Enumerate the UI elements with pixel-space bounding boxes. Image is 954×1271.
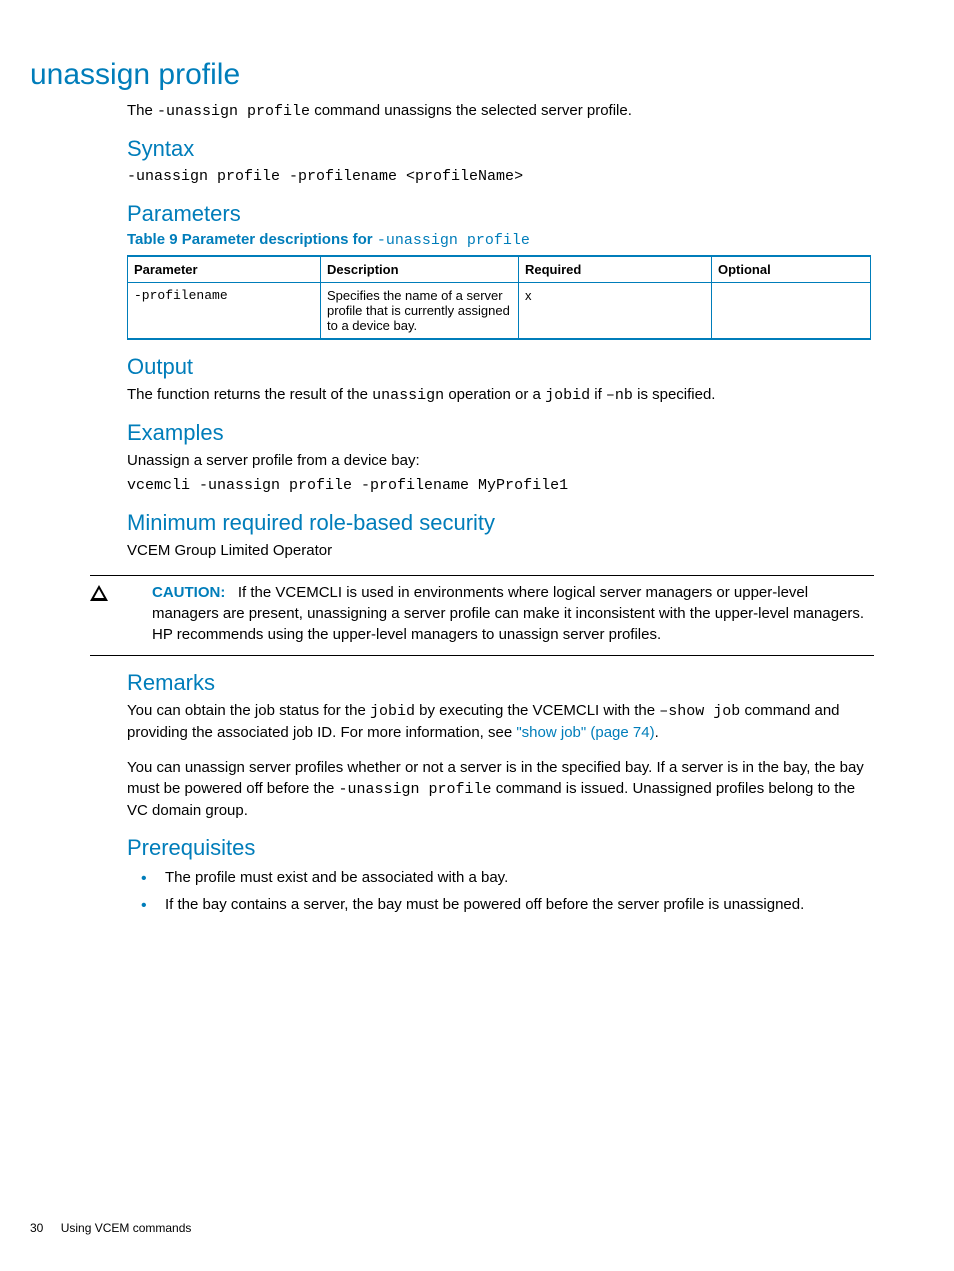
caution-icon (90, 585, 108, 601)
list-item: The profile must exist and be associated… (127, 867, 874, 890)
cell-desc: Specifies the name of a server profile t… (321, 283, 519, 340)
intro-paragraph: The -unassign profile command unassigns … (127, 100, 874, 122)
cell-required: x (519, 283, 712, 340)
syntax-heading: Syntax (127, 136, 874, 162)
footer-section: Using VCEM commands (61, 1221, 192, 1235)
caption-code: -unassign profile (377, 232, 530, 249)
remarks-p1: You can obtain the job status for the jo… (127, 700, 874, 743)
content-body: The -unassign profile command unassigns … (127, 100, 874, 561)
caution-label: CAUTION: (152, 584, 225, 601)
col-parameter: Parameter (128, 256, 321, 283)
examples-cmd: vcemcli -unassign profile -profilename M… (127, 475, 874, 496)
examples-heading: Examples (127, 420, 874, 446)
caution-body: If the VCEMCLI is used in environments w… (152, 584, 864, 643)
table-header-row: Parameter Description Required Optional (128, 256, 871, 283)
col-required: Required (519, 256, 712, 283)
caution-text: CAUTION: If the VCEMCLI is used in envir… (152, 582, 874, 645)
remarks-block: Remarks You can obtain the job status fo… (127, 670, 874, 916)
remarks-heading: Remarks (127, 670, 874, 696)
page: unassign profile The -unassign profile c… (0, 0, 954, 1271)
table-caption: Table 9 Parameter descriptions for -unas… (127, 231, 874, 249)
intro-pre: The (127, 102, 157, 119)
output-heading: Output (127, 354, 874, 380)
examples-intro: Unassign a server profile from a device … (127, 450, 874, 471)
divider-bottom (90, 655, 874, 656)
list-item: If the bay contains a server, the bay mu… (127, 894, 874, 917)
security-heading: Minimum required role-based security (127, 510, 874, 536)
output-paragraph: The function returns the result of the u… (127, 384, 874, 406)
caution-row: CAUTION: If the VCEMCLI is used in envir… (90, 582, 874, 645)
show-job-link[interactable]: "show job" (page 74) (516, 724, 654, 741)
prereq-heading: Prerequisites (127, 835, 874, 861)
caption-prefix: Table 9 Parameter descriptions for (127, 231, 377, 248)
page-title: unassign profile (30, 58, 874, 92)
col-optional: Optional (712, 256, 871, 283)
prereq-list: The profile must exist and be associated… (127, 867, 874, 916)
page-number: 30 (30, 1221, 43, 1235)
cell-param: -profilename (128, 283, 321, 340)
col-description: Description (321, 256, 519, 283)
divider-top (90, 575, 874, 576)
syntax-line: -unassign profile -profilename <profileN… (127, 166, 874, 187)
caution-block: CAUTION: If the VCEMCLI is used in envir… (90, 575, 874, 656)
remarks-p2: You can unassign server profiles whether… (127, 757, 874, 821)
parameters-heading: Parameters (127, 201, 874, 227)
security-text: VCEM Group Limited Operator (127, 540, 874, 561)
table-row: -profilename Specifies the name of a ser… (128, 283, 871, 340)
cell-optional (712, 283, 871, 340)
intro-code: -unassign profile (157, 103, 310, 120)
intro-post: command unassigns the selected server pr… (310, 102, 632, 119)
parameters-table: Parameter Description Required Optional … (127, 255, 871, 340)
page-footer: 30 Using VCEM commands (30, 1221, 191, 1235)
